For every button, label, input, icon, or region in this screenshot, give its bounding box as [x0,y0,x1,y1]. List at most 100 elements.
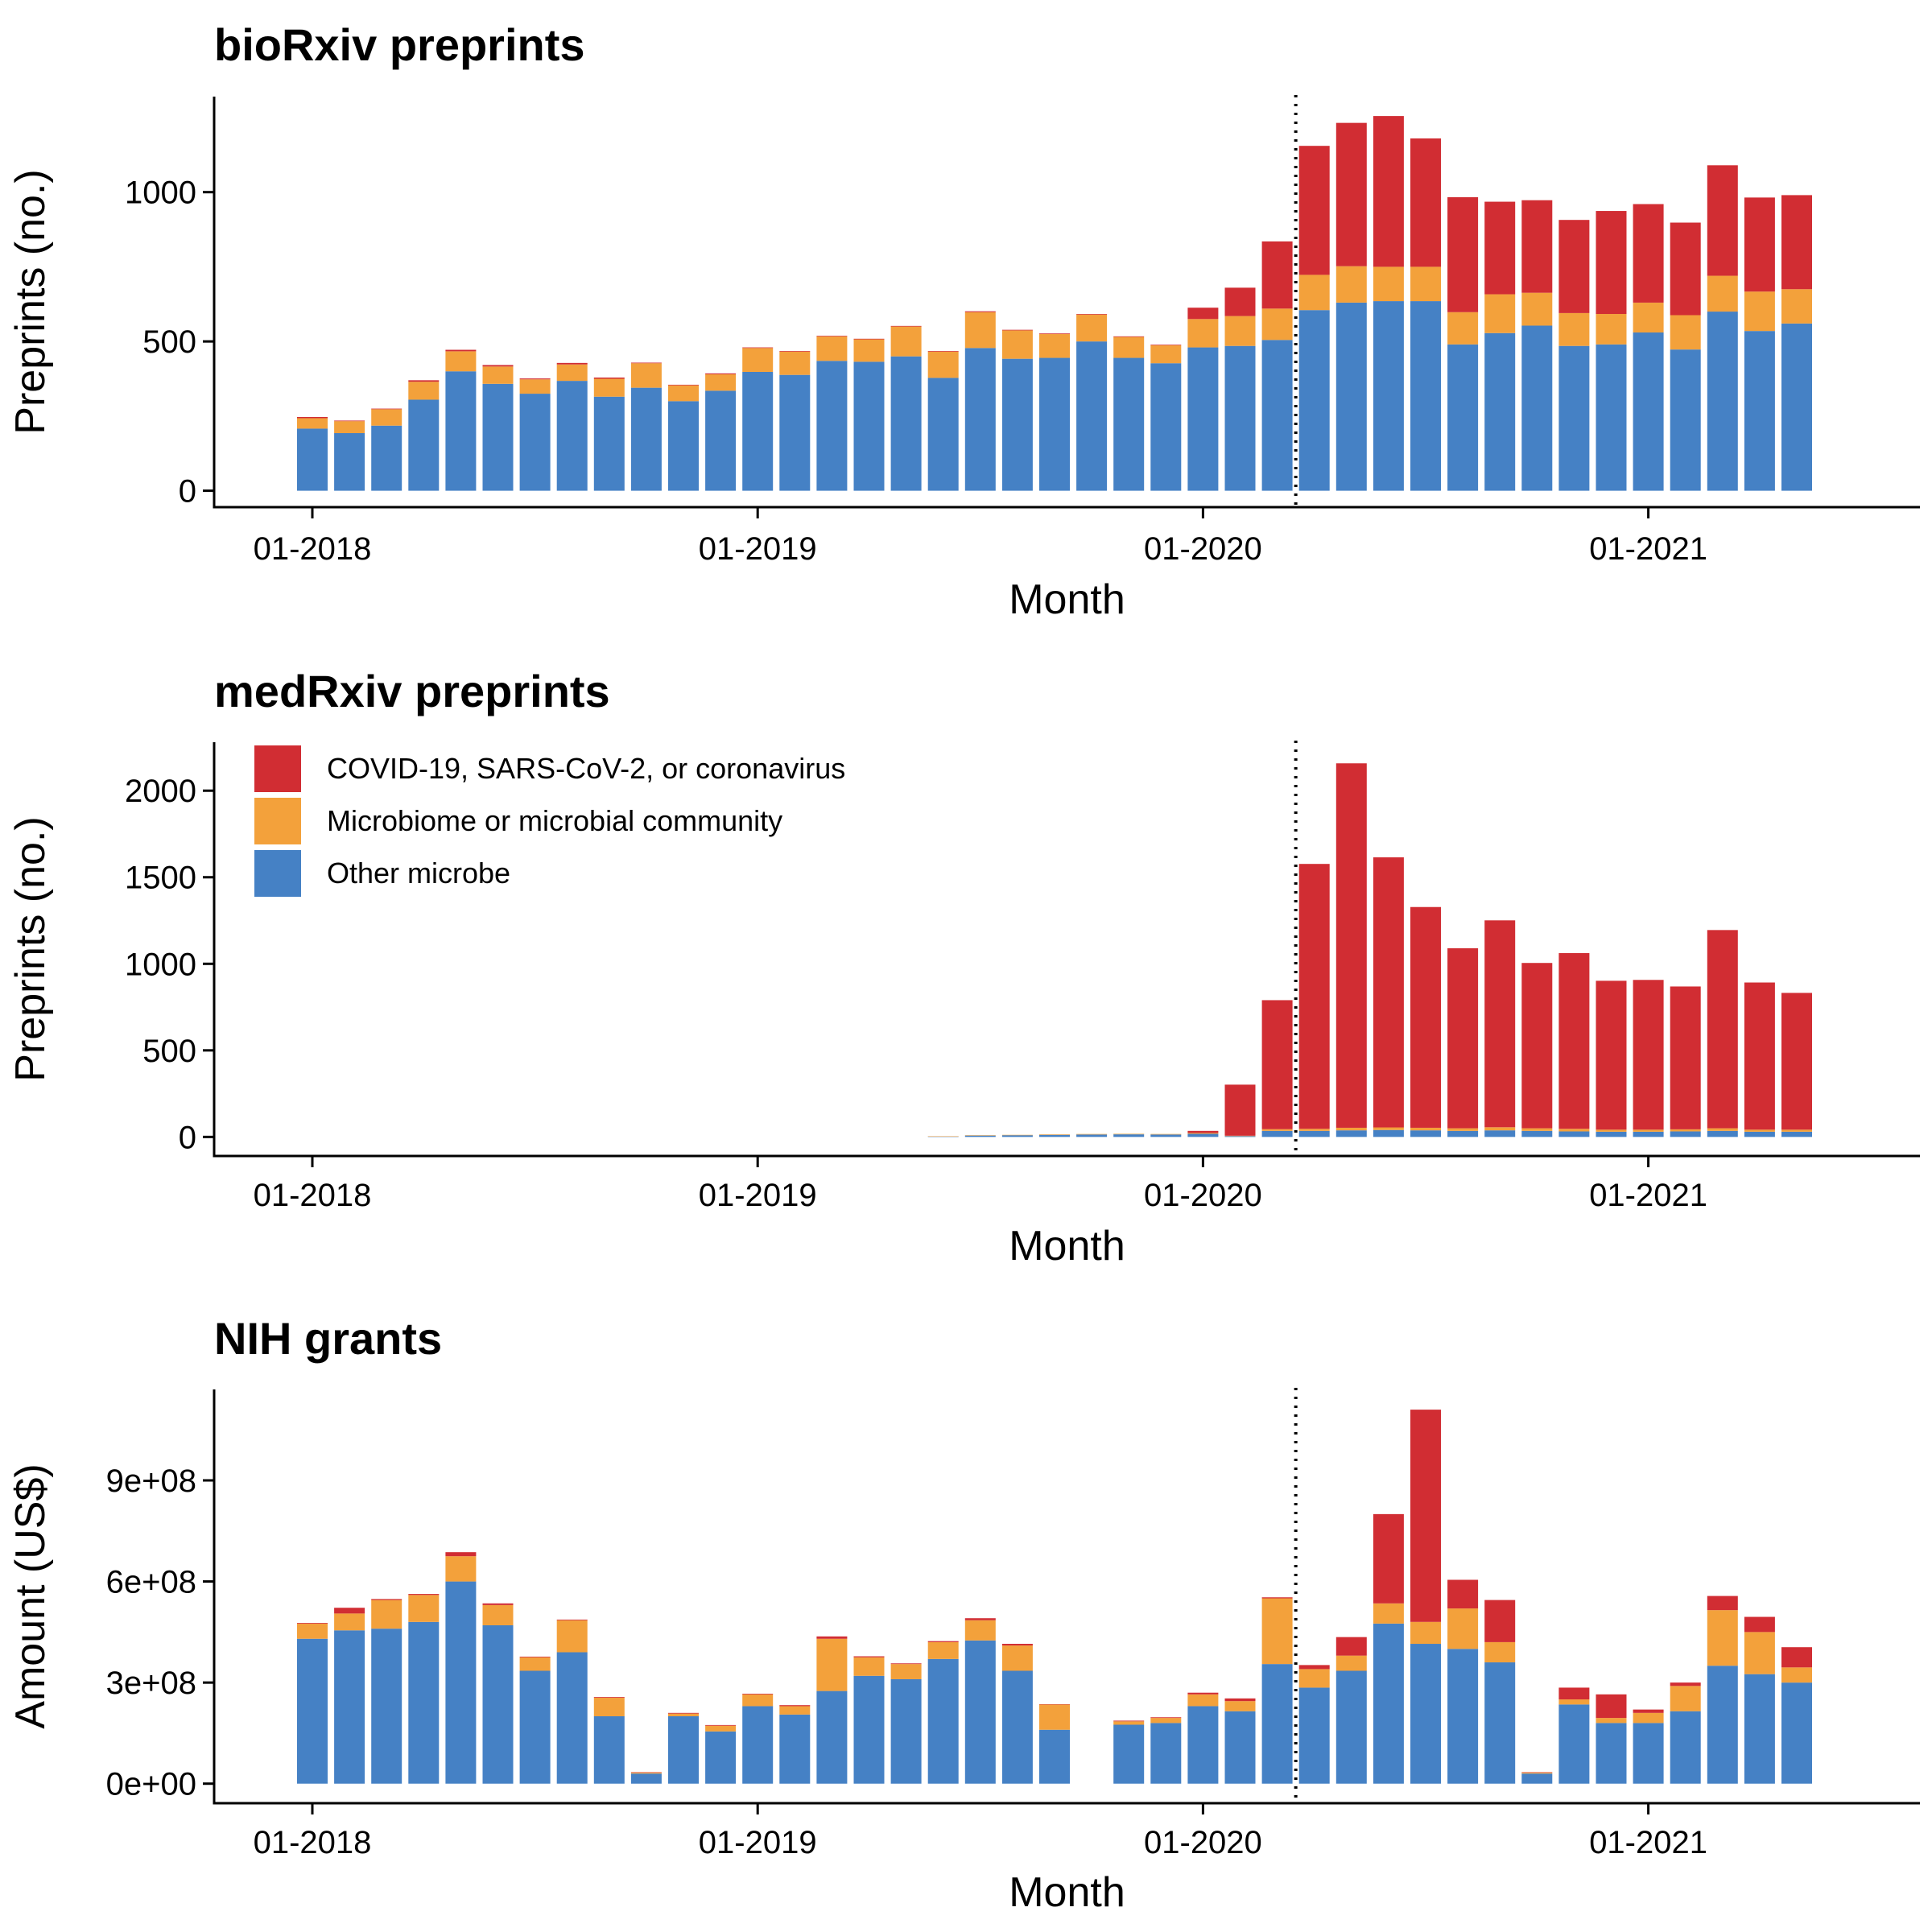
bar-other [1001,1135,1033,1137]
bar-covid [1373,116,1404,267]
bar-microbiome [1261,1129,1293,1131]
bar-microbiome [519,379,551,394]
panel-title: bioRxiv preprints [214,19,585,70]
bar-other [556,1652,588,1784]
bar-microbiome [1670,1129,1701,1132]
bar-other [668,1716,699,1784]
x-tick-label: 01-2020 [1144,1178,1262,1213]
bar-other [1261,1664,1293,1784]
bar-other [1373,301,1404,491]
bar-other [1521,1773,1553,1784]
bar-covid [779,351,811,352]
bar-other [1744,1674,1775,1784]
bar-covid [1484,1600,1516,1642]
bar-covid [742,347,774,349]
bar-covid [1781,1647,1812,1668]
bar-microbiome [1670,1686,1701,1711]
y-tick-label: 0 [179,1120,196,1155]
bar-covid [1224,1698,1256,1702]
bar-other [1596,344,1627,491]
bar-other [1335,1670,1367,1784]
bar-microbiome [482,1604,514,1625]
x-tick-label: 01-2019 [699,531,817,567]
bar-microbiome [1001,330,1033,359]
bar-other [1373,1129,1404,1137]
bar-other [742,1706,774,1784]
bar-other [816,361,848,491]
bar-microbiome [1373,1603,1404,1624]
bar-microbiome [1039,333,1070,358]
bar-covid [1113,1720,1145,1722]
bar-microbiome [1521,292,1553,326]
bar-microbiome [1670,315,1701,350]
bar-microbiome [668,385,699,402]
bar-microbiome [1410,1127,1441,1131]
bar-other [927,1658,959,1784]
legend-label: Other microbe [327,857,510,890]
y-tick-label: 1000 [125,947,196,982]
bar-other [1596,1723,1627,1784]
bar-covid [1596,1694,1627,1719]
bar-other [964,1135,996,1137]
bar-microbiome [779,1706,811,1715]
bar-other [1224,345,1256,491]
bar-other [1447,344,1479,491]
bar-microbiome [556,364,588,382]
bar-other [1113,1134,1145,1137]
y-tick-label: 0 [179,474,196,510]
bar-covid [445,349,477,352]
bar-other [1187,347,1219,491]
bar-other [1039,1134,1070,1137]
bar-microbiome [890,326,922,357]
bar-microbiome [371,409,402,426]
bar-microbiome [1447,312,1479,345]
bar-microbiome [1261,1598,1293,1665]
bar-microbiome [1410,266,1441,302]
x-tick-label: 01-2021 [1589,531,1707,567]
bar-other [1298,1130,1330,1137]
bar-microbiome [519,1657,551,1671]
bar-microbiome [1298,275,1330,311]
bar-microbiome [408,382,440,400]
bar-other [334,1630,365,1784]
bar-covid [297,416,328,419]
bar-covid [297,1623,328,1624]
bar-covid [1670,222,1701,316]
x-tick-label: 01-2021 [1589,1178,1707,1213]
bar-microbiome [1224,1135,1256,1137]
bar-covid [779,1705,811,1707]
bar-microbiome [1484,1641,1516,1663]
y-tick-label: 6e+08 [106,1565,196,1600]
bar-microbiome [1150,1133,1182,1135]
bar-microbiome [1335,1127,1367,1131]
y-tick-label: 9e+08 [106,1463,196,1499]
bar-other [1298,1687,1330,1784]
bar-microbiome [742,348,774,372]
bar-microbiome [1781,1129,1812,1132]
bar-covid [742,1693,774,1695]
bar-microbiome [705,374,737,391]
bar-microbiome [853,1657,885,1676]
bar-microbiome [1224,316,1256,346]
bar-covid [853,338,885,340]
bar-covid [1670,986,1701,1129]
bar-microbiome [853,339,885,362]
bar-other [1150,1723,1182,1784]
bar-covid [1261,1000,1293,1129]
bar-other [705,1731,737,1784]
bar-microbiome [1373,266,1404,302]
bar-other [334,433,365,491]
bar-microbiome [1707,1128,1738,1131]
bar-other [1187,1706,1219,1784]
bar-microbiome [1484,1127,1516,1131]
bar-microbiome [1150,1718,1182,1724]
bar-covid [1261,1597,1293,1599]
bar-covid [1187,308,1219,320]
bar-covid [1298,1665,1330,1670]
bar-microbiome [705,1725,737,1732]
bar-microbiome [445,1556,477,1582]
bar-covid [1410,1410,1441,1622]
bar-microbiome [297,1623,328,1639]
y-axis-title: Preprints (no.) [7,169,54,434]
panel-title: medRxiv preprints [214,666,610,716]
